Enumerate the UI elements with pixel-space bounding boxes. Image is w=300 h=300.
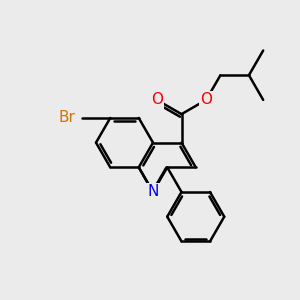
Text: O: O [151,92,163,107]
Text: O: O [200,92,212,107]
Text: Br: Br [58,110,75,125]
Text: N: N [147,184,159,200]
